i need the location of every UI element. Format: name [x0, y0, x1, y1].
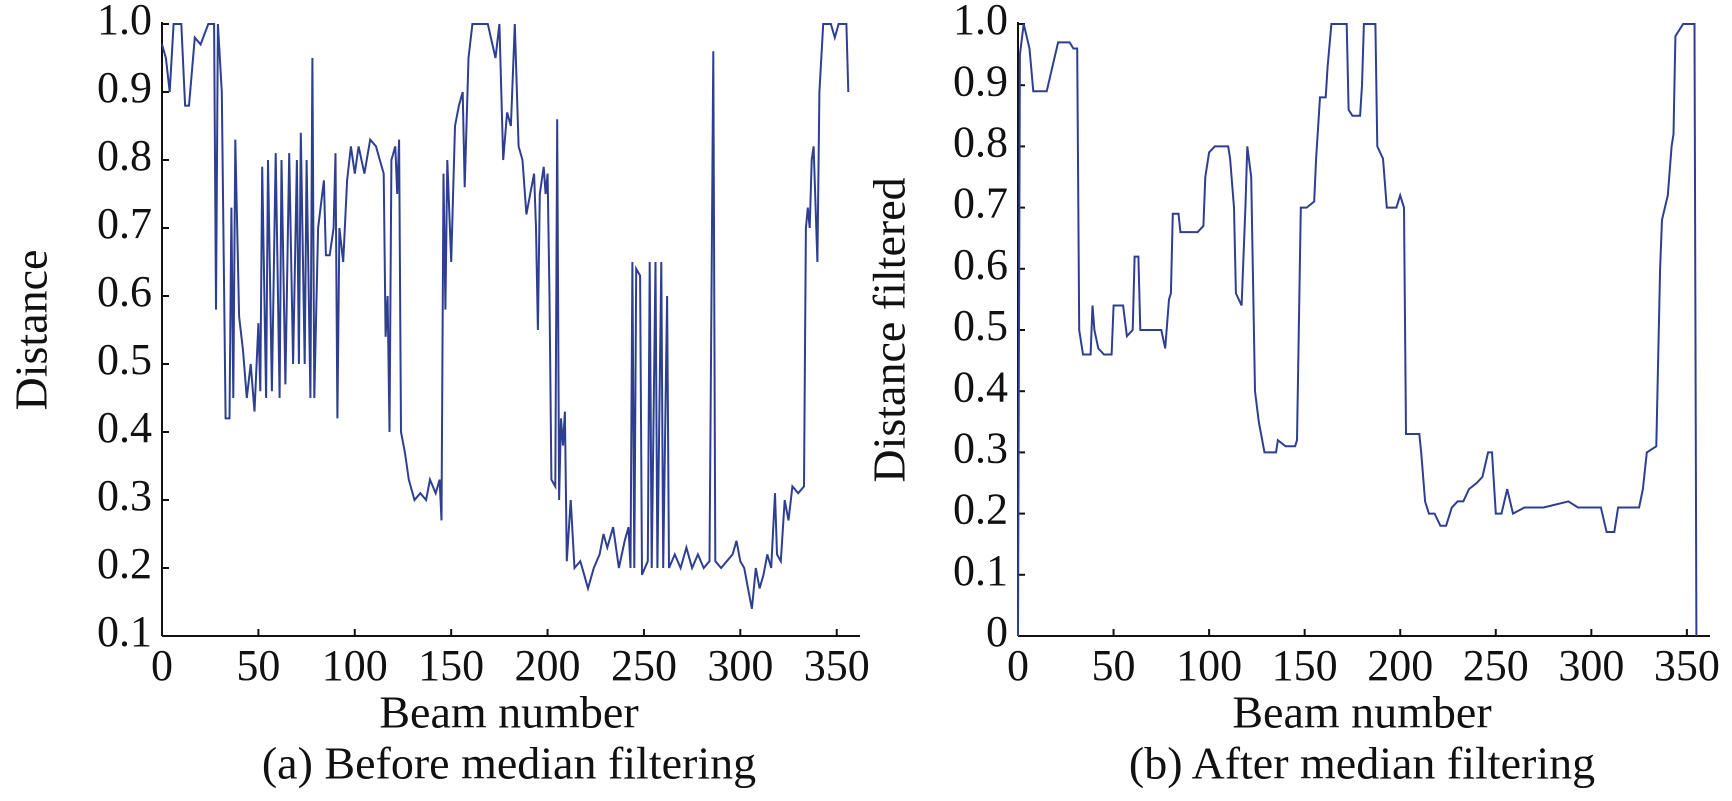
x-tick-label: 100 [322, 641, 388, 690]
caption: (a) Before median filtering [262, 738, 756, 789]
y-tick-label: 0.4 [97, 403, 152, 452]
x-tick-label: 300 [1558, 641, 1624, 690]
y-tick-label: 1.0 [953, 0, 1008, 44]
x-tick-label: 100 [1176, 641, 1242, 690]
y-tick-label: 0.2 [97, 539, 152, 588]
x-tick-label: 50 [1092, 641, 1136, 690]
y-axis-label: Distance filtered [864, 177, 915, 482]
x-axis-label: Beam number [379, 687, 638, 738]
x-tick-label: 350 [804, 641, 870, 690]
y-tick-label: 0.1 [953, 546, 1008, 595]
y-tick-label: 0.6 [953, 240, 1008, 289]
x-tick-label: 350 [1654, 641, 1720, 690]
y-tick-label: 0.7 [97, 199, 152, 248]
x-tick-label: 150 [418, 641, 484, 690]
x-tick-label: 300 [707, 641, 773, 690]
data-line [1017, 23, 1698, 637]
x-tick-label: 0 [151, 641, 173, 690]
y-tick-label: 0.4 [953, 362, 1008, 411]
y-tick-label: 0.9 [97, 63, 152, 112]
x-tick-label: 250 [1463, 641, 1529, 690]
x-tick-label: 200 [515, 641, 581, 690]
x-axis-label: Beam number [1232, 687, 1491, 738]
y-tick-label: 0.8 [97, 131, 152, 180]
y-tick-label: 0.2 [953, 485, 1008, 534]
y-tick-label: 0 [986, 607, 1008, 656]
x-tick-label: 50 [236, 641, 280, 690]
y-tick-label: 0.3 [953, 423, 1008, 472]
x-tick-label: 0 [1007, 641, 1029, 690]
y-tick-label: 0.5 [953, 301, 1008, 350]
x-tick-label: 150 [1272, 641, 1338, 690]
y-axis-label: Distance [6, 250, 57, 411]
x-tick-label: 200 [1367, 641, 1433, 690]
data-line [161, 23, 850, 609]
y-tick-label: 0.3 [97, 471, 152, 520]
caption: (b) After median filtering [1129, 738, 1595, 789]
y-tick-label: 0.5 [97, 335, 152, 384]
y-tick-label: 0.7 [953, 179, 1008, 228]
y-tick-label: 0.1 [97, 607, 152, 656]
y-tick-label: 0.9 [953, 56, 1008, 105]
y-tick-label: 0.8 [953, 117, 1008, 166]
y-tick-label: 0.6 [97, 267, 152, 316]
x-tick-label: 250 [611, 641, 677, 690]
y-tick-label: 1.0 [97, 0, 152, 44]
